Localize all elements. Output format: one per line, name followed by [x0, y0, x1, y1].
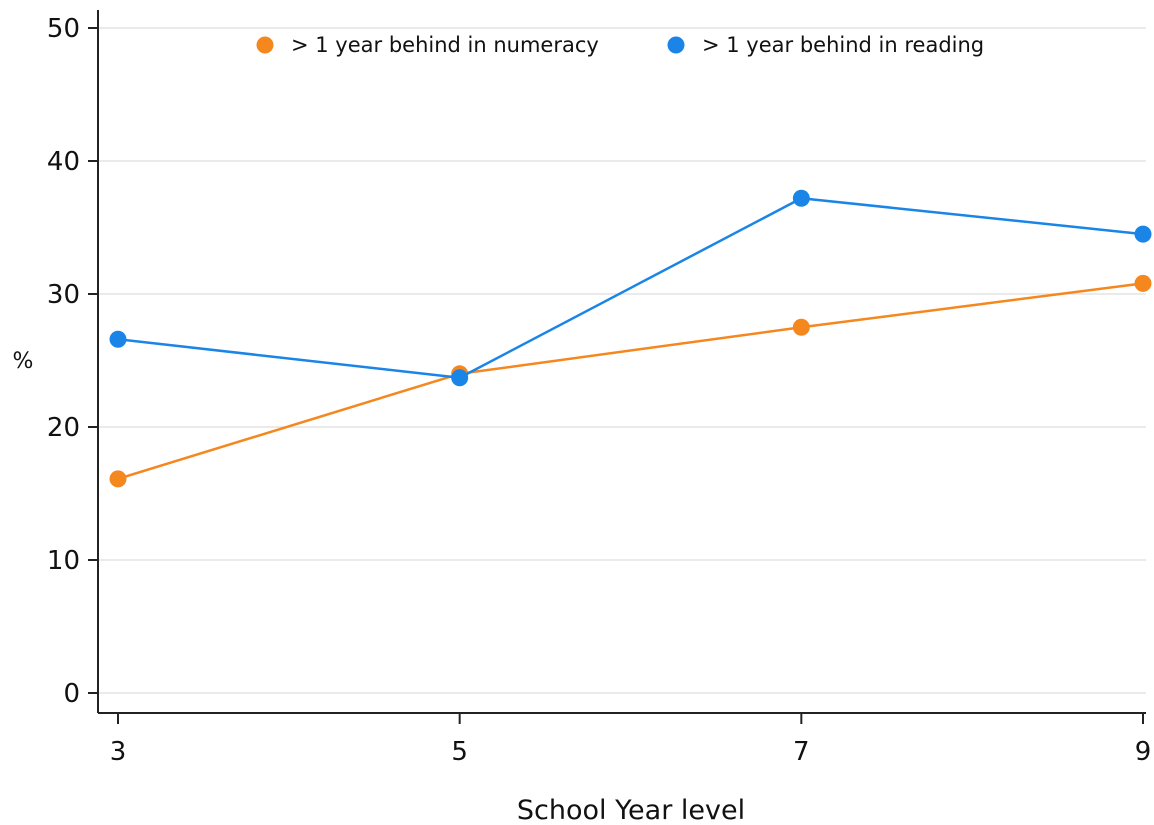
legend-label: > 1 year behind in reading [702, 33, 984, 57]
y-tick-label: 10 [47, 546, 80, 576]
x-axis-title: School Year level [517, 795, 745, 825]
axes [97, 10, 1146, 714]
y-tick-label: 50 [47, 14, 80, 44]
x-tick-label: 9 [1135, 737, 1152, 767]
data-point [1134, 274, 1152, 292]
ticks: 0 10 20 30 40 50 3 5 7 9 [47, 14, 1151, 767]
legend-label: > 1 year behind in numeracy [291, 33, 599, 57]
series-line [117, 282, 1144, 481]
data-point [109, 330, 127, 348]
y-axis-title: % [13, 349, 34, 374]
data-point [451, 369, 469, 387]
y-tick-label: 0 [63, 679, 80, 709]
gridlines [99, 27, 1146, 694]
y-tick-label: 30 [47, 280, 80, 310]
legend: > 1 year behind in numeracy > 1 year behi… [256, 33, 984, 57]
y-tick-label: 40 [47, 147, 80, 177]
x-tick-label: 3 [110, 737, 127, 767]
series [109, 189, 1152, 488]
data-point [1134, 225, 1152, 243]
data-point [792, 318, 810, 336]
legend-marker [667, 36, 685, 54]
y-tick-label: 20 [47, 413, 80, 443]
legend-marker [256, 36, 274, 54]
x-tick-label: 7 [793, 737, 810, 767]
x-tick-label: 5 [451, 737, 468, 767]
data-point [792, 189, 810, 207]
data-point [109, 470, 127, 488]
series-line [117, 196, 1144, 380]
